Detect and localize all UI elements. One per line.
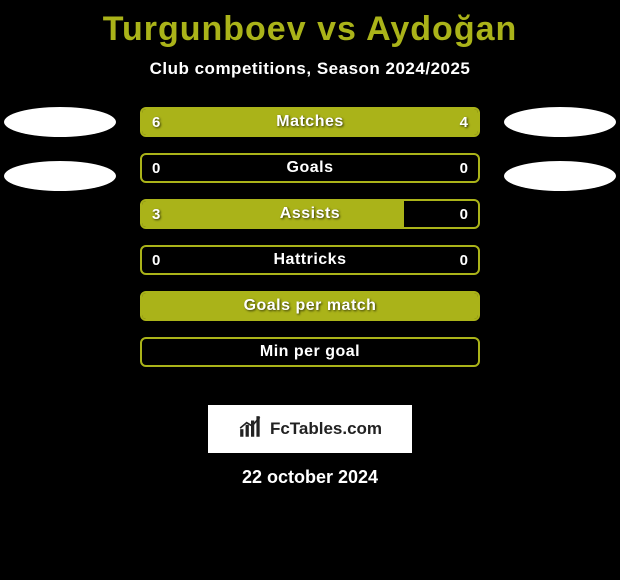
comparison-chart: 64Matches 00Goals 30Assists 00Hattricks Goal… (0, 107, 620, 397)
brand-name: FcTables.com (270, 419, 382, 439)
left-player-column (0, 107, 120, 215)
stat-label: Goals per match (142, 293, 478, 319)
player-badge-oval (504, 161, 616, 191)
stat-row: 64Matches (140, 107, 480, 137)
brand-footer: FcTables.com (208, 405, 412, 453)
date-label: 22 october 2024 (0, 467, 620, 488)
stat-row: Min per goal (140, 337, 480, 367)
player-badge-oval (504, 107, 616, 137)
stat-bars: 64Matches 00Goals 30Assists 00Hattricks Goal… (140, 107, 480, 383)
page-title: Turgunboev vs Aydoğan (0, 0, 620, 49)
stat-row: 30Assists (140, 199, 480, 229)
page-subtitle: Club competitions, Season 2024/2025 (0, 59, 620, 79)
stat-label: Matches (142, 109, 478, 135)
stat-row: 00Goals (140, 153, 480, 183)
chart-icon (238, 414, 264, 445)
stat-label: Goals (142, 155, 478, 181)
stat-label: Min per goal (142, 339, 478, 365)
stat-row: 00Hattricks (140, 245, 480, 275)
stat-label: Assists (142, 201, 478, 227)
player-badge-oval (4, 161, 116, 191)
stat-label: Hattricks (142, 247, 478, 273)
stat-row: Goals per match (140, 291, 480, 321)
right-player-column (500, 107, 620, 215)
player-badge-oval (4, 107, 116, 137)
